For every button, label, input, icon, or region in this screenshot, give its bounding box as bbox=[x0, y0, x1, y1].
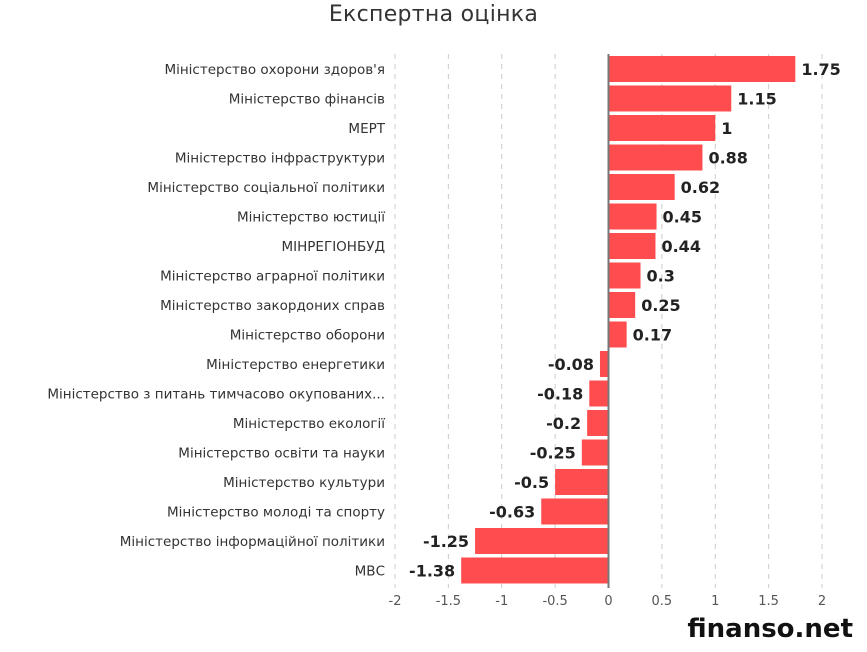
category-label: Міністерство юстиції bbox=[237, 210, 385, 226]
x-tick-label: 0 bbox=[604, 594, 612, 609]
category-label: Міністерство енергетики bbox=[206, 357, 385, 373]
category-label: Міністерство інфраструктури bbox=[175, 151, 385, 167]
category-label: Міністерство з питань тимчасово окупован… bbox=[47, 387, 385, 403]
x-tick-label: 1 bbox=[711, 594, 719, 609]
x-tick-label: -0.5 bbox=[542, 594, 567, 609]
data-label: -0.08 bbox=[548, 355, 594, 374]
x-tick-label: -1.5 bbox=[436, 594, 461, 609]
data-label: 1 bbox=[721, 119, 732, 138]
category-label: Міністерство аграрної політики bbox=[160, 269, 385, 285]
bar bbox=[608, 144, 703, 171]
category-label: МВС bbox=[355, 564, 385, 580]
chart-title: Експертна оцінка bbox=[328, 2, 539, 27]
data-label: 0.17 bbox=[633, 326, 672, 345]
category-label: Міністерство соціальної політики bbox=[147, 180, 385, 196]
bar bbox=[608, 321, 627, 348]
category-label: Міністерство охорони здоров'я bbox=[164, 62, 385, 78]
data-label: -1.25 bbox=[423, 532, 469, 551]
data-label: 1.15 bbox=[737, 90, 776, 109]
bar bbox=[608, 85, 732, 112]
data-label: -0.18 bbox=[537, 385, 583, 404]
data-label: -1.38 bbox=[409, 562, 455, 581]
data-label: 1.75 bbox=[801, 60, 840, 79]
bar bbox=[587, 410, 609, 436]
x-tick-label: 1.5 bbox=[758, 594, 779, 609]
x-tick-label: -1 bbox=[495, 594, 508, 609]
bar bbox=[608, 262, 641, 289]
bar bbox=[608, 115, 716, 141]
data-label: -0.25 bbox=[530, 444, 576, 463]
x-tick-label: 0.5 bbox=[652, 594, 673, 609]
data-label: 0.62 bbox=[681, 178, 720, 197]
bar bbox=[461, 557, 609, 584]
category-label: МІНРЕГІОНБУД bbox=[282, 239, 385, 255]
bar bbox=[608, 233, 656, 259]
category-label: Міністерство закордоних справ bbox=[160, 298, 385, 314]
category-label: Міністерство екології bbox=[233, 416, 385, 432]
data-label: -0.5 bbox=[514, 473, 549, 492]
category-label: Міністерство фінансів bbox=[229, 92, 385, 108]
bar bbox=[589, 380, 609, 407]
category-label: Міністерство освіти та науки bbox=[178, 446, 385, 462]
data-label: 0.44 bbox=[661, 237, 700, 256]
bar bbox=[581, 439, 609, 466]
category-label: Міністерство інформаційної політики bbox=[120, 534, 385, 550]
data-label: -0.2 bbox=[546, 414, 581, 433]
category-label: Міністерство молоді та спорту bbox=[167, 505, 385, 521]
data-label: 0.88 bbox=[708, 149, 747, 168]
category-label: Міністерство культури bbox=[223, 475, 385, 491]
category-label: Міністерство оборони bbox=[230, 328, 385, 344]
data-label: 0.25 bbox=[641, 296, 680, 315]
bar bbox=[555, 469, 609, 495]
bar bbox=[599, 351, 609, 377]
bar bbox=[608, 203, 657, 230]
data-label: 0.45 bbox=[663, 208, 702, 227]
watermark: finanso.net bbox=[687, 614, 853, 644]
x-tick-label: 2 bbox=[818, 594, 826, 609]
data-label: -0.63 bbox=[489, 503, 535, 522]
bar bbox=[608, 174, 675, 200]
bar bbox=[608, 292, 636, 318]
bar bbox=[541, 498, 609, 525]
bar bbox=[475, 528, 609, 554]
bar bbox=[608, 56, 796, 82]
category-label: МЕРТ bbox=[348, 121, 385, 137]
x-tick-label: -2 bbox=[389, 594, 402, 609]
data-label: 0.3 bbox=[647, 267, 675, 286]
